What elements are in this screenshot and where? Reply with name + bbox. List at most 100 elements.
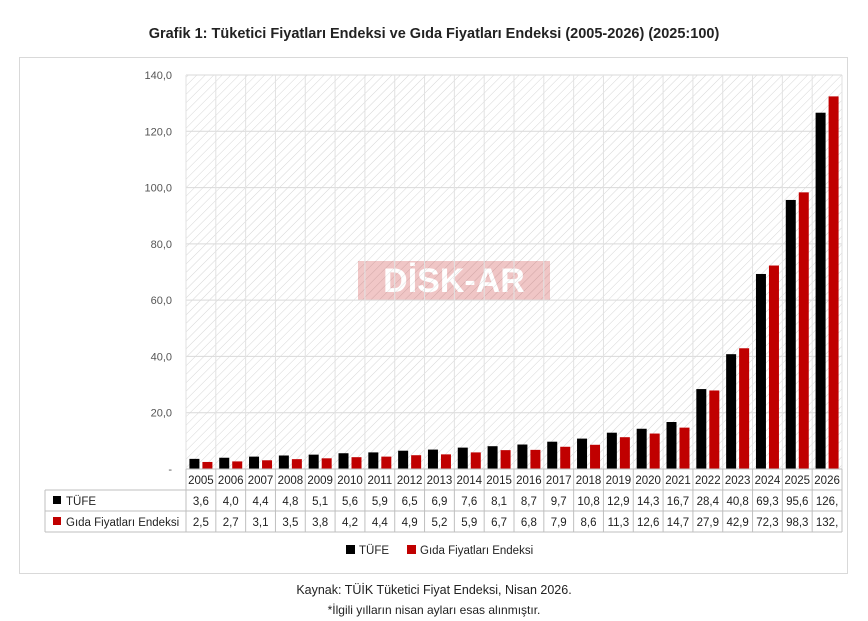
x-tick-label: 2021 (665, 475, 691, 487)
bar-gida-2015 (500, 450, 511, 469)
x-tick-label: 2022 (695, 475, 721, 487)
bar-gida-2017 (560, 446, 571, 469)
table-cell-value: 4,2 (342, 517, 358, 529)
x-tick-label: 2013 (427, 475, 453, 487)
x-tick-label: 2019 (606, 475, 632, 487)
table-cell-value: 95,6 (786, 496, 808, 508)
x-tick-label: 2017 (546, 475, 572, 487)
bar-tufe-2026 (815, 112, 826, 469)
bar-gida-2010 (351, 457, 362, 469)
table-cell-value: 40,8 (726, 496, 748, 508)
table-cell-value: 3,1 (253, 517, 269, 529)
table-cell-value: 3,6 (193, 496, 209, 508)
table-cell-value: 8,7 (521, 496, 537, 508)
x-tick-label: 2014 (456, 475, 482, 487)
bar-tufe-2025 (785, 199, 796, 469)
table-cell-value: 3,5 (282, 517, 298, 529)
table-cell-value: 27,9 (697, 517, 719, 529)
bar-tufe-2011 (368, 452, 379, 469)
bar-tufe-2005 (189, 458, 200, 469)
table-cell-value: 7,9 (551, 517, 567, 529)
table-series-name: Gıda Fiyatları Endeksi (66, 517, 179, 529)
table-cell-value: 4,4 (253, 496, 270, 508)
bar-tufe-2021 (666, 422, 677, 469)
table-cell-value: 16,7 (667, 496, 689, 508)
y-tick-label: - (168, 464, 172, 476)
bar-gida-2014 (470, 452, 481, 469)
bar-gida-2016 (530, 449, 541, 469)
bar-tufe-2013 (427, 449, 438, 469)
table-cell-value: 6,7 (491, 517, 507, 529)
x-tick-label: 2005 (188, 475, 214, 487)
x-tick-label: 2024 (755, 475, 781, 487)
table-cell-value: 98,3 (786, 517, 808, 529)
table-cell-value: 2,7 (223, 517, 239, 529)
x-tick-label: 2023 (725, 475, 751, 487)
bar-gida-2011 (381, 456, 392, 469)
table-cell-value: 12,6 (637, 517, 659, 529)
table-cell-value: 6,9 (431, 496, 447, 508)
table-cell-value: 3,8 (312, 517, 328, 529)
table-cell-value: 28,4 (697, 496, 720, 508)
chart-title: Grafik 1: Tüketici Fiyatları Endeksi ve … (148, 26, 720, 42)
table-cell-value: 4,8 (282, 496, 298, 508)
bar-tufe-2008 (278, 455, 289, 469)
bar-gida-2018 (590, 444, 601, 469)
bar-tufe-2018 (577, 438, 588, 469)
x-tick-label: 2007 (248, 475, 274, 487)
y-tick-label: 100,0 (144, 183, 172, 195)
table-cell-value: 4,4 (372, 517, 389, 529)
table-cell-value: 4,9 (402, 517, 418, 529)
bar-gida-2021 (679, 427, 690, 469)
bar-gida-2022 (709, 390, 720, 469)
chart-frame (19, 57, 848, 574)
x-tick-label: 2012 (397, 475, 423, 487)
bar-gida-2025 (798, 192, 809, 469)
table-cell-value: 42,9 (726, 517, 748, 529)
bar-gida-2006 (232, 461, 243, 469)
x-tick-label: 2006 (218, 475, 244, 487)
table-cell-value: 126, (816, 496, 838, 508)
y-tick-label: 20,0 (151, 408, 172, 420)
table-cell-value: 4,0 (223, 496, 239, 508)
table-cell-value: 8,6 (581, 517, 597, 529)
legend-swatch (346, 545, 355, 554)
bar-tufe-2009 (308, 454, 319, 469)
bar-gida-2023 (739, 348, 750, 469)
x-tick-label: 2016 (516, 475, 542, 487)
bar-tufe-2023 (726, 354, 737, 469)
y-tick-label: 120,0 (144, 126, 172, 138)
x-tick-label: 2026 (814, 475, 840, 487)
bar-gida-2008 (291, 459, 302, 469)
table-cell-value: 10,8 (577, 496, 599, 508)
table-cell-value: 7,6 (461, 496, 477, 508)
table-cell-value: 72,3 (756, 517, 778, 529)
bar-gida-2005 (202, 461, 213, 469)
bar-gida-2026 (828, 96, 839, 469)
y-tick-label: 140,0 (144, 70, 172, 82)
table-cell-value: 6,5 (402, 496, 418, 508)
bar-tufe-2016 (517, 444, 528, 469)
legend-label: Gıda Fiyatları Endeksi (420, 545, 533, 557)
table-cell-value: 8,1 (491, 496, 507, 508)
x-tick-label: 2011 (367, 475, 392, 487)
bar-gida-2019 (619, 437, 630, 469)
table-cell-value: 132, (816, 517, 838, 529)
bar-tufe-2017 (547, 441, 558, 469)
bar-gida-2012 (411, 455, 422, 469)
table-cell-value: 69,3 (756, 496, 778, 508)
table-cell-value: 11,3 (608, 517, 630, 529)
y-tick-label: 80,0 (151, 239, 172, 251)
x-tick-label: 2020 (635, 475, 661, 487)
table-series-name: TÜFE (66, 496, 96, 508)
table-cell-value: 5,6 (342, 496, 358, 508)
table-cell-value: 5,9 (372, 496, 388, 508)
bar-tufe-2007 (249, 456, 260, 469)
x-tick-label: 2018 (576, 475, 602, 487)
table-cell-value: 5,2 (431, 517, 447, 529)
bar-tufe-2015 (487, 446, 498, 469)
bar-tufe-2019 (606, 432, 617, 469)
bar-gida-2007 (262, 460, 273, 469)
table-cell-value: 5,1 (312, 496, 328, 508)
note-text: *İlgili yılların nisan ayları esas alınm… (327, 603, 541, 617)
